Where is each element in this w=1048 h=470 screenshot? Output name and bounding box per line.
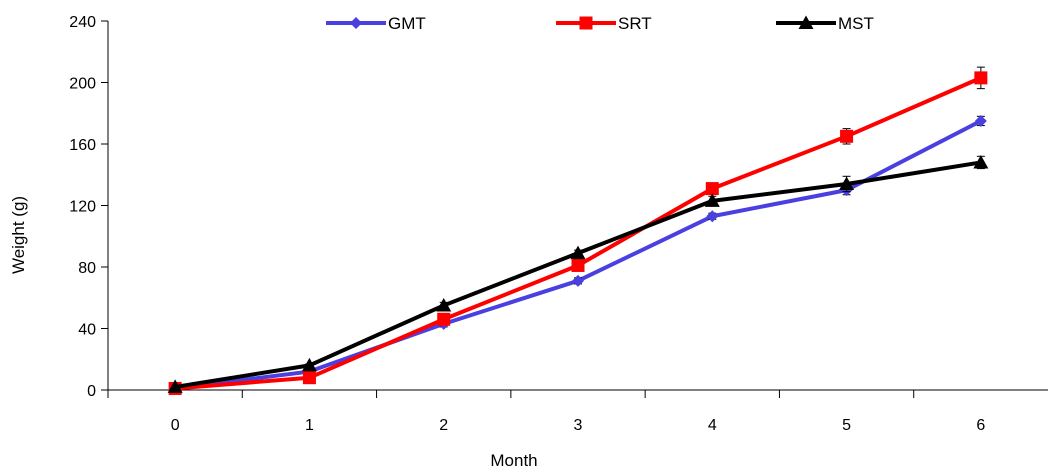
legend-item-mst: MST	[776, 14, 874, 33]
y-tick-label: 0	[87, 383, 96, 400]
series-line	[174, 160, 982, 389]
y-tick-label: 40	[78, 322, 96, 339]
data-point	[570, 245, 586, 260]
legend-marker	[350, 17, 362, 29]
data-point	[706, 210, 719, 223]
legend-item-srt: SRT	[556, 14, 652, 33]
series-layer	[167, 66, 989, 395]
x-axis-title: Month	[490, 451, 537, 470]
legend-label: MST	[838, 14, 874, 33]
data-point	[704, 193, 720, 207]
data-point	[974, 71, 988, 85]
axes: 0 40 80 120 160 200 240 0 1 2 3 4 5 6	[69, 14, 1048, 434]
data-point	[572, 274, 584, 287]
x-tick-label: 3	[574, 417, 583, 434]
series-srt	[168, 66, 988, 395]
legend-item-gmt: GMT	[326, 14, 426, 33]
legend-marker	[579, 16, 593, 30]
data-point	[705, 182, 719, 196]
x-tick-label: 2	[439, 417, 448, 434]
data-point	[437, 312, 451, 326]
legend-label: GMT	[388, 14, 426, 33]
x-tick-label: 0	[171, 417, 180, 434]
data-point	[301, 357, 317, 372]
y-tick-label: 120	[69, 199, 96, 216]
data-point	[839, 176, 855, 190]
legend-marker	[798, 15, 814, 29]
y-axis-title: Weight (g)	[9, 196, 28, 274]
data-point	[571, 258, 585, 272]
y-tick-label: 240	[69, 14, 96, 31]
x-tick-label: 5	[842, 417, 851, 434]
data-point	[167, 379, 183, 393]
series-line	[174, 76, 982, 391]
legend-label: SRT	[618, 14, 652, 33]
x-tick-label: 6	[976, 417, 985, 434]
data-point	[840, 129, 854, 143]
y-tick-label: 160	[69, 137, 96, 154]
data-point	[436, 297, 452, 312]
series-mst	[167, 154, 989, 393]
data-point	[973, 154, 989, 169]
x-tick-label: 1	[305, 417, 314, 434]
data-point	[302, 371, 316, 385]
legend: GMT SRT MST	[326, 14, 874, 33]
data-point	[974, 114, 987, 127]
x-tick-label: 4	[708, 417, 717, 434]
y-tick-label: 80	[78, 260, 96, 277]
y-tick-label: 200	[69, 76, 96, 93]
